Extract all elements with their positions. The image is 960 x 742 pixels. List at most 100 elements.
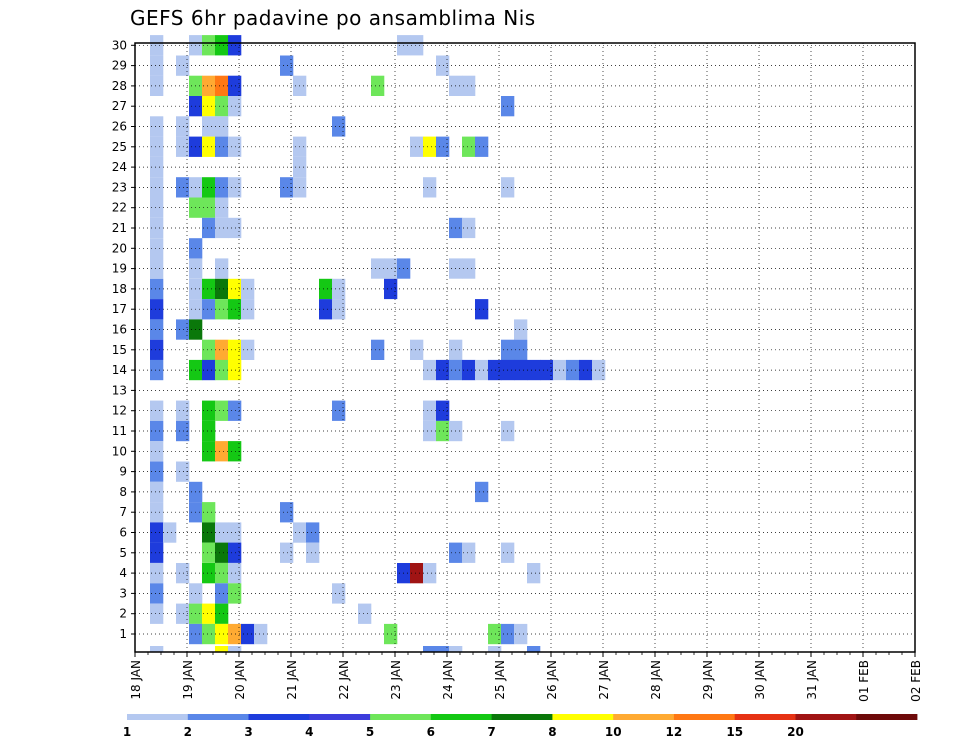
y-tick-label: 28 (112, 79, 127, 93)
heatmap-cell (176, 400, 190, 421)
x-tick-label: 29 JAN (701, 660, 715, 700)
heatmap-cell (176, 420, 190, 442)
heatmap-cell (215, 75, 229, 96)
colorbar-segment (552, 714, 614, 720)
heatmap-cell (150, 420, 164, 442)
x-tick-label: 26 JAN (545, 660, 559, 700)
heatmap-cell (592, 359, 606, 381)
heatmap-cell (202, 177, 216, 198)
heatmap-cell (202, 278, 216, 300)
heatmap-cell (202, 441, 216, 462)
heatmap-cell (202, 623, 216, 645)
x-tick-label: 22 JAN (337, 660, 351, 700)
heatmap-cell (215, 400, 229, 421)
heatmap-cell (488, 359, 502, 381)
heatmap-cell (215, 646, 229, 652)
y-tick-label: 16 (112, 323, 127, 337)
colorbar-segment (370, 714, 432, 720)
y-tick-label: 11 (112, 424, 127, 438)
heatmap-cell (202, 502, 216, 523)
heatmap-cell (410, 339, 424, 360)
heatmap-cell (176, 55, 190, 76)
heatmap-cell (150, 156, 164, 178)
heatmap-cell (423, 646, 437, 652)
heatmap-cell (215, 197, 229, 218)
heatmap-cell (423, 420, 437, 442)
heatmap-cell (280, 55, 294, 76)
heatmap-cell (176, 461, 190, 482)
heatmap-cell (228, 177, 242, 198)
heatmap-cell (215, 563, 229, 584)
heatmap-cell (202, 136, 216, 157)
heatmap-cell (566, 359, 580, 381)
colorbar-label: 8 (548, 725, 556, 739)
heatmap-cell (488, 623, 502, 645)
x-tick-label: 02 FEB (909, 660, 923, 702)
y-tick-label: 2 (119, 607, 127, 621)
heatmap-cell (228, 359, 242, 381)
heatmap-cell (436, 55, 450, 76)
heatmap-cell (202, 359, 216, 381)
heatmap-cell (215, 96, 229, 117)
heatmap-cell (228, 400, 242, 421)
heatmap-cell (423, 177, 437, 198)
heatmap-cell (150, 278, 164, 300)
y-tick-label: 29 (112, 59, 127, 73)
heatmap-cell (150, 197, 164, 218)
heatmap-cell (384, 623, 398, 645)
heatmap-cell (358, 603, 372, 624)
y-tick-label: 7 (119, 505, 127, 519)
heatmap-cell (215, 359, 229, 381)
colorbar-label: 15 (726, 725, 743, 739)
heatmap-cell (150, 542, 164, 563)
heatmap-cell (527, 563, 541, 584)
heatmap-cell (163, 522, 177, 543)
heatmap-cell (202, 522, 216, 543)
heatmap-cell (527, 359, 541, 381)
heatmap-cell (332, 116, 346, 137)
heatmap-cell (332, 400, 346, 421)
y-tick-label: 19 (112, 262, 127, 276)
heatmap-cell (423, 136, 437, 157)
y-tick-label: 17 (112, 302, 127, 316)
y-tick-label: 23 (112, 180, 127, 194)
y-tick-label: 3 (119, 586, 127, 600)
x-tick-label: 21 JAN (285, 660, 299, 700)
y-tick-label: 10 (112, 444, 127, 458)
heatmap-cell (384, 258, 398, 279)
x-tick-label: 19 JAN (181, 660, 195, 700)
heatmap-cell (215, 116, 229, 137)
heatmap-cell (150, 339, 164, 360)
heatmap-cell (150, 55, 164, 76)
colorbar-label: 12 (666, 725, 683, 739)
colorbar-label: 5 (366, 725, 374, 739)
heatmap-cell (202, 563, 216, 584)
heatmap-cell (228, 75, 242, 96)
colorbar-label: 20 (787, 725, 804, 739)
heatmap-cell (475, 136, 489, 157)
colorbar-label: 10 (605, 725, 622, 739)
heatmap-cell (150, 217, 164, 239)
heatmap-cell (150, 522, 164, 543)
x-tick-label: 31 JAN (805, 660, 819, 700)
y-tick-label: 30 (112, 38, 127, 52)
heatmap-cell (215, 339, 229, 360)
heatmap-cell (410, 136, 424, 157)
heatmap-cell (228, 441, 242, 462)
heatmap-cell (410, 563, 424, 584)
heatmap-cell (514, 319, 528, 340)
heatmap-cell (228, 217, 242, 239)
heatmap-cell (215, 583, 229, 604)
heatmap-cell (202, 603, 216, 624)
heatmap-cell (215, 623, 229, 645)
x-tick-label: 18 JAN (129, 660, 143, 700)
heatmap-cell (228, 136, 242, 157)
heatmap-cell (202, 116, 216, 137)
heatmap-cell (462, 258, 476, 279)
heatmap-cell (384, 278, 398, 300)
x-tick-label: 20 JAN (233, 660, 247, 700)
heatmap-cell (423, 359, 437, 381)
heatmap-cell (150, 116, 164, 137)
y-tick-label: 9 (119, 465, 127, 479)
heatmap-cell (371, 258, 385, 279)
